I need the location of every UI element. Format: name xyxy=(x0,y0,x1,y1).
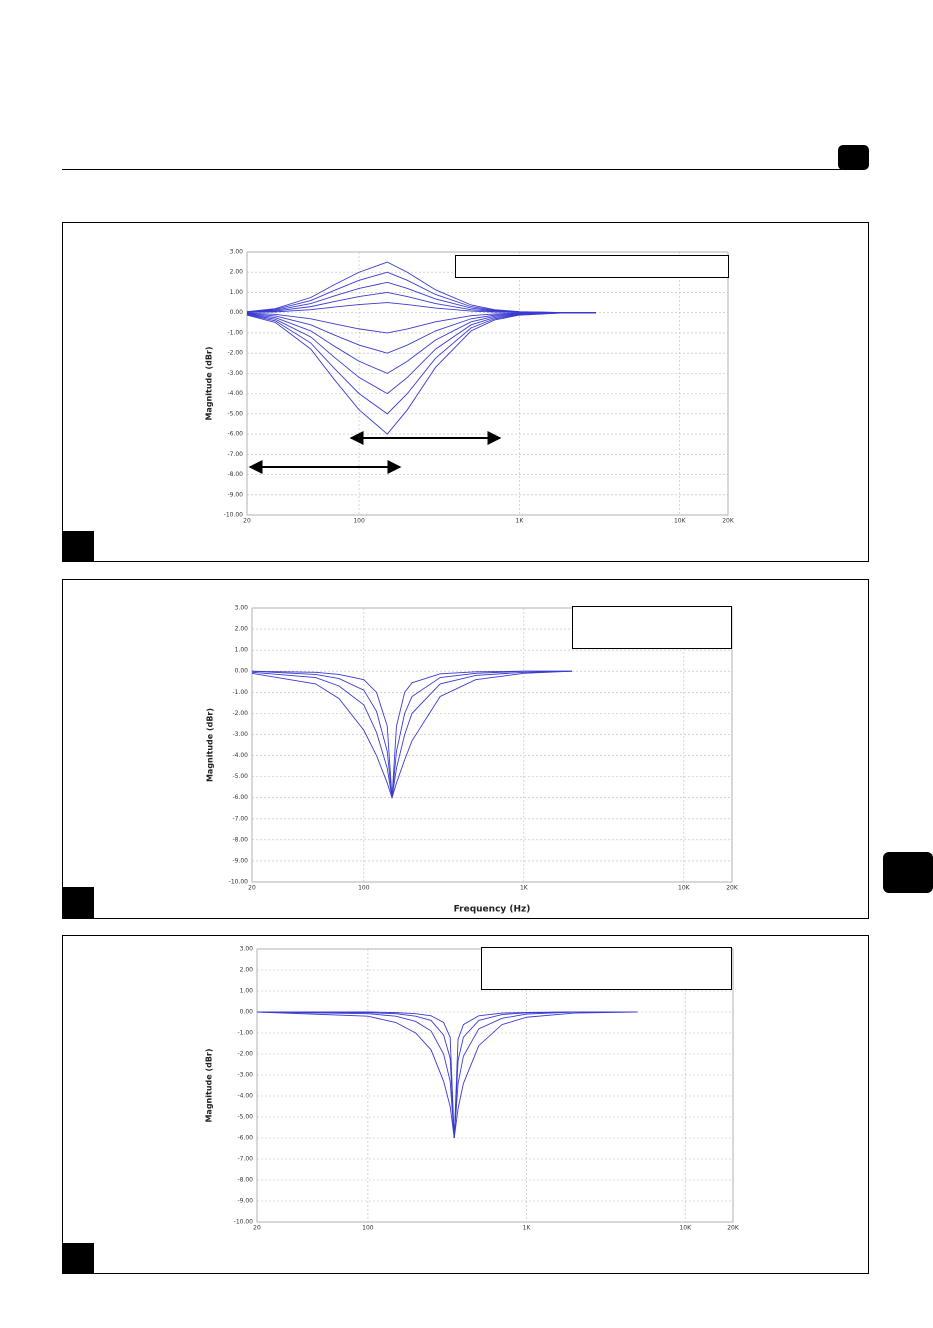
y-tick-label: 2.00 xyxy=(235,626,249,633)
label-box xyxy=(481,947,732,990)
figure-marker xyxy=(63,1243,94,1273)
y-tick-label: -3.00 xyxy=(237,1072,253,1079)
y-tick-label: 1.00 xyxy=(235,647,249,654)
y-tick-label: -9.00 xyxy=(232,857,248,864)
y-tick-label: -5.00 xyxy=(237,1114,253,1121)
response-curve xyxy=(246,302,596,314)
charts: 3.00 2.00 1.00 0.00 -1.00 -2.00 -3.00 -4.00 -5.0… xyxy=(205,249,740,1232)
figure-frame xyxy=(62,222,869,562)
x-tick-label: 20 xyxy=(253,1225,261,1232)
y-tick-label: 3.00 xyxy=(240,946,254,953)
figure-marker xyxy=(63,887,94,918)
y-tick-label: -7.00 xyxy=(237,1156,253,1163)
x-tick-label: 10K xyxy=(678,885,691,892)
response-curve xyxy=(251,670,573,798)
y-tick-label: -7.00 xyxy=(232,815,248,822)
figure-frame xyxy=(62,935,869,1274)
response-curve xyxy=(246,312,596,435)
label-box xyxy=(455,255,729,278)
y-tick-label: 2.00 xyxy=(230,269,244,276)
y-tick-label: -9.00 xyxy=(227,491,243,498)
y-tick-label: -8.00 xyxy=(232,836,248,843)
y-tick-label: -4.00 xyxy=(237,1093,253,1100)
x-axis-label: Frequency (Hz) xyxy=(454,905,531,915)
x-tick-label: 20K xyxy=(722,518,735,525)
y-tick-label: -8.00 xyxy=(227,471,243,478)
side-tab xyxy=(883,852,933,893)
x-tick-label: 1K xyxy=(516,518,525,525)
x-tick-label: 20 xyxy=(243,518,251,525)
y-tick-label: -6.00 xyxy=(237,1135,253,1142)
y-tick-label: -7.00 xyxy=(227,451,243,458)
y-tick-label: -2.00 xyxy=(227,350,243,357)
y-tick-label: 3.00 xyxy=(235,605,249,612)
plot-area xyxy=(256,948,734,1223)
x-tick-label: 10K xyxy=(679,1225,692,1232)
y-tick-label: -1.00 xyxy=(237,1030,253,1037)
y-tick-label: -5.00 xyxy=(227,410,243,417)
response-curve xyxy=(251,670,572,798)
response-curve xyxy=(257,1011,638,1139)
y-tick-label: 2.00 xyxy=(240,967,254,974)
y-axis-label: Magnitude (dBr) xyxy=(206,708,215,782)
y-tick-label: 0.00 xyxy=(230,309,244,316)
y-axis-label: Magnitude (dBr) xyxy=(205,1048,214,1122)
y-axis-label: Magnitude (dBr) xyxy=(205,346,214,420)
y-tick-label: -2.00 xyxy=(232,710,248,717)
plot-area xyxy=(251,607,733,883)
y-tick-label: 0.00 xyxy=(240,1009,254,1016)
x-tick-label: 20K xyxy=(727,1225,740,1232)
x-tick-label: 20K xyxy=(726,885,739,892)
y-tick-label: -10.00 xyxy=(234,1219,254,1226)
y-tick-label: 1.00 xyxy=(230,289,244,296)
x-tick-label: 100 xyxy=(353,518,365,525)
y-tick-label: 0.00 xyxy=(235,668,249,675)
y-tick-label: -3.00 xyxy=(227,370,243,377)
y-tick-label: -5.00 xyxy=(232,773,248,780)
y-tick-label: -10.00 xyxy=(224,512,244,519)
y-tick-label: -8.00 xyxy=(237,1177,253,1184)
response-curve xyxy=(251,670,572,798)
x-tick-label: 1K xyxy=(520,885,529,892)
y-tick-label: -4.00 xyxy=(232,752,248,759)
label-box xyxy=(572,606,732,649)
y-tick-label: -6.00 xyxy=(232,794,248,801)
y-tick-label: -3.00 xyxy=(232,731,248,738)
x-tick-label: 20 xyxy=(248,885,256,892)
x-tick-label: 1K xyxy=(523,1225,532,1232)
y-tick-label: -1.00 xyxy=(227,329,243,336)
y-tick-label: -10.00 xyxy=(229,879,249,886)
figure-marker xyxy=(63,531,94,561)
y-tick-label: 1.00 xyxy=(240,988,254,995)
response-curve xyxy=(251,670,573,800)
y-tick-label: -9.00 xyxy=(237,1198,253,1205)
y-tick-label: -6.00 xyxy=(227,431,243,438)
x-tick-label: 10K xyxy=(674,518,687,525)
plot-area xyxy=(246,251,729,516)
y-tick-label: 3.00 xyxy=(230,249,244,256)
x-tick-label: 100 xyxy=(362,1225,374,1232)
figure-frame xyxy=(62,579,869,919)
y-tick-label: -2.00 xyxy=(237,1051,253,1058)
y-tick-label: -4.00 xyxy=(227,390,243,397)
y-tick-label: -1.00 xyxy=(232,689,248,696)
x-tick-label: 100 xyxy=(358,885,370,892)
header-tab xyxy=(838,145,869,170)
